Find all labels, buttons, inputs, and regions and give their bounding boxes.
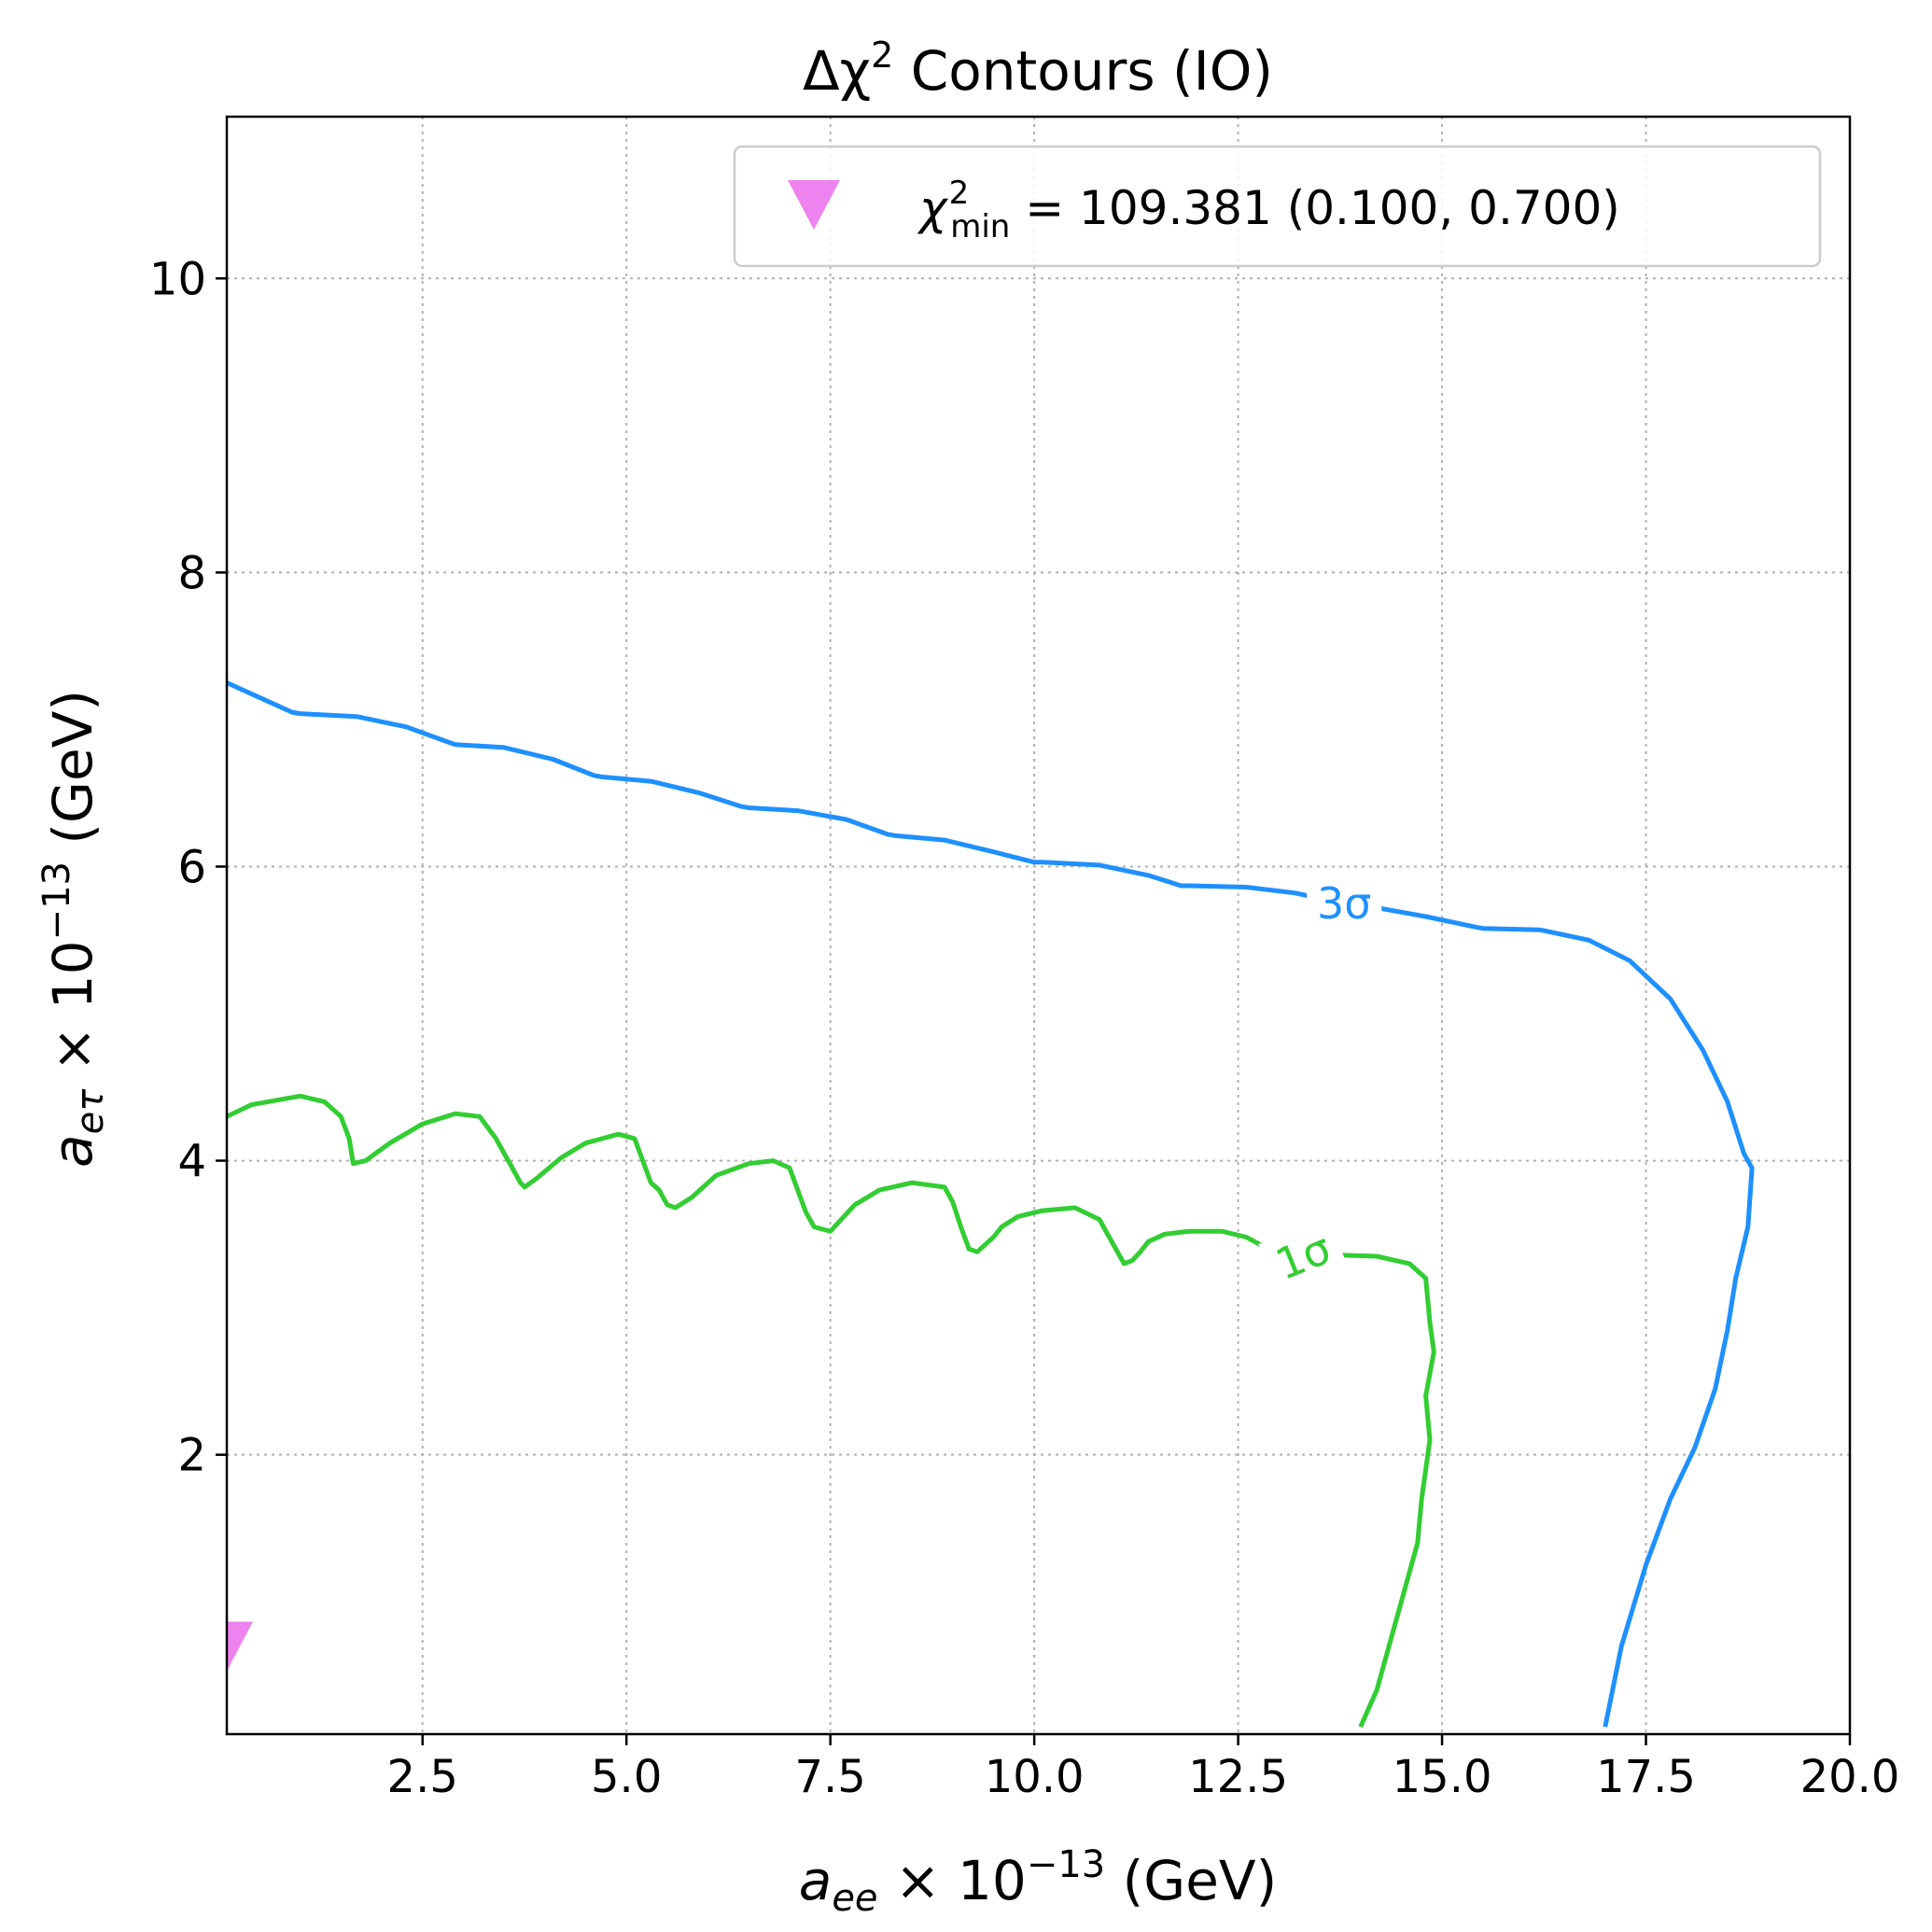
x-tick-label: 5.0 bbox=[591, 1751, 662, 1803]
x-axis-label: aee × 10−13 (GeV) bbox=[799, 1843, 1277, 1920]
x-tick-label: 17.5 bbox=[1596, 1751, 1696, 1803]
x-tick-label: 10.0 bbox=[985, 1751, 1085, 1803]
x-tick-label: 15.0 bbox=[1393, 1751, 1492, 1803]
grid-lines bbox=[227, 117, 1850, 1734]
legend-label: χ2 min = 109.381 (0.100, 0.700) bbox=[917, 175, 1620, 245]
y-tick-label: 10 bbox=[149, 253, 206, 305]
y-tick-label: 4 bbox=[177, 1136, 206, 1188]
legend-box bbox=[733, 145, 1822, 268]
best-fit-marker bbox=[227, 1621, 253, 1672]
x-tick-label: 12.5 bbox=[1188, 1751, 1288, 1803]
contour-label: 3σ bbox=[1317, 878, 1371, 929]
best-fit-layer bbox=[227, 1621, 253, 1672]
x-axis-ticks: 2.5 5.0 7.5 10.0 12.5 15.0 17.5 20.0 bbox=[387, 1734, 1900, 1803]
y-tick-label: 8 bbox=[177, 547, 206, 599]
x-tick-label: 7.5 bbox=[794, 1751, 865, 1803]
legend: χ2 min = 109.381 (0.100, 0.700) bbox=[733, 145, 1822, 268]
contour-label-background bbox=[1258, 1216, 1346, 1288]
legend-marker-triangle bbox=[788, 180, 840, 230]
y-tick-label: 6 bbox=[177, 841, 206, 893]
contour-label-background bbox=[1307, 875, 1382, 922]
y-tick-label: 2 bbox=[177, 1430, 206, 1482]
contour-line-1sigma bbox=[225, 1093, 1436, 1729]
contour-line-3sigma bbox=[225, 680, 1755, 1728]
y-axis-label: aeτ × 10−13 (GeV) bbox=[35, 690, 112, 1168]
x-tick-label: 20.0 bbox=[1800, 1751, 1900, 1803]
chart-title: Δχ2 Contours (IO) bbox=[803, 35, 1273, 103]
plot-frame bbox=[225, 115, 1852, 1736]
y-axis-ticks: 2 4 6 8 10 bbox=[149, 253, 227, 1482]
contour-lines bbox=[225, 680, 1755, 1729]
x-tick-label: 2.5 bbox=[387, 1751, 458, 1803]
